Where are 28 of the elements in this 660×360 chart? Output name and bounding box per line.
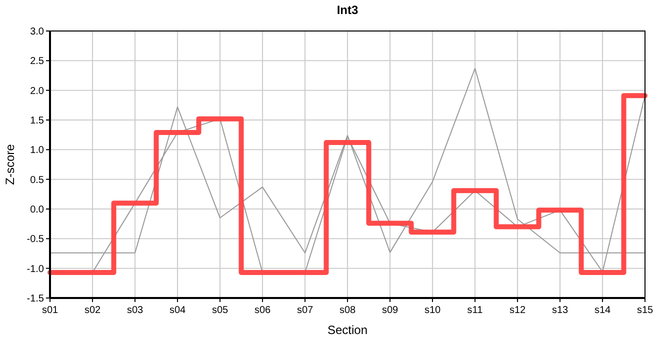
x-tick-label: s09 [382, 305, 398, 316]
chart-title: Int3 [336, 3, 358, 17]
x-tick-label: s14 [594, 305, 611, 316]
x-tick-label: s02 [84, 305, 101, 316]
x-tick-label: s08 [339, 305, 356, 316]
y-tick-label: -0.5 [26, 234, 44, 246]
x-tick-label: s07 [296, 305, 314, 316]
x-tick-label: s06 [254, 305, 271, 316]
y-tick-label: 2.5 [30, 56, 44, 68]
y-tick-label: -1.0 [26, 264, 44, 275]
x-tick-label: s03 [126, 305, 144, 316]
x-axis-title: Section [327, 323, 368, 337]
x-tick-label: s04 [169, 305, 186, 316]
x-tick-label: s12 [509, 305, 526, 316]
y-tick-label: 0.5 [30, 174, 44, 186]
x-tick-label: s01 [42, 305, 58, 316]
y-tick-label: 0.0 [30, 204, 44, 216]
x-tick-label: s11 [467, 305, 484, 316]
y-axis-title: Z-score [3, 144, 17, 185]
y-tick-label: 2.0 [30, 86, 44, 97]
x-tick-label: s10 [424, 305, 441, 316]
x-tick-label: s15 [636, 305, 654, 316]
x-tick-label: s13 [552, 305, 568, 316]
y-tick-label: 3.0 [30, 26, 44, 38]
y-tick-label: 1.5 [30, 116, 44, 126]
y-tick-label: 1.0 [30, 145, 44, 156]
y-tick-label: -1.5 [26, 294, 44, 304]
x-tick-label: s05 [212, 305, 228, 316]
